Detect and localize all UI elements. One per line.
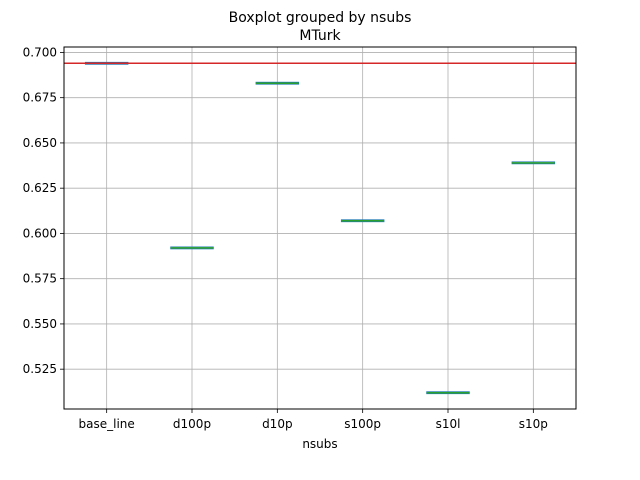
y-tick-label: 0.575 [23,272,57,286]
y-tick-label: 0.675 [23,91,57,105]
plot-frame [63,46,577,410]
grid-lines [64,47,576,409]
y-axis-ticks: 0.525 0.550 0.575 0.600 0.625 0.650 0.675 0.700 [23,45,64,376]
y-tick-label: 0.650 [23,136,57,150]
x-tick-label: s10p [519,417,548,431]
y-tick-label: 0.550 [23,317,57,331]
y-tick-label: 0.525 [23,362,57,376]
y-tick-label: 0.625 [23,181,57,195]
y-tick-label: 0.600 [23,226,57,240]
y-tick-label: 0.700 [23,45,57,59]
x-tick-label: s10l [436,417,461,431]
boxes-group [84,61,556,395]
chart-title: Boxplot grouped by nsubs [229,10,412,26]
x-tick-label: d10p [262,417,293,431]
x-tick-label: d100p [173,417,211,431]
x-axis-label: nsubs [302,437,337,451]
x-tick-label: base_line [79,417,135,431]
x-tick-label: s100p [344,417,381,431]
x-axis-ticks: base_line d100p d10p s100p s10l s10p [79,409,548,431]
chart-subtitle: MTurk [299,28,341,44]
